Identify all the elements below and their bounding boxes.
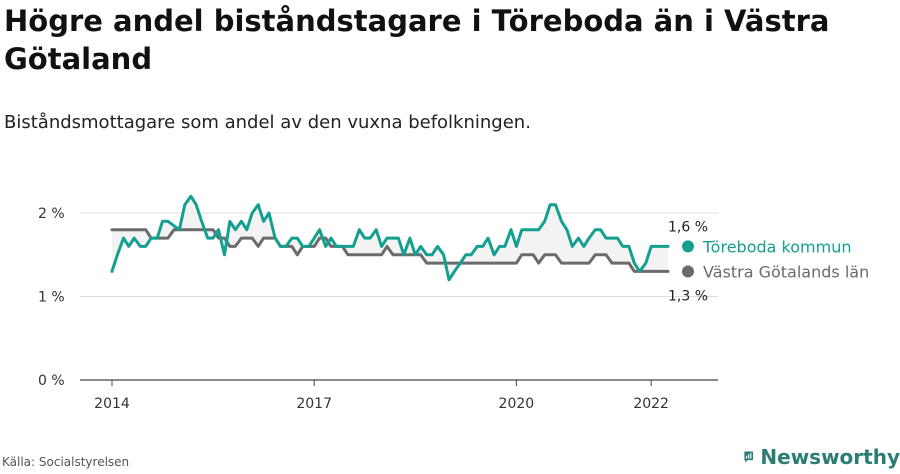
- series-label-vastra-gotaland: Västra Götalands län: [703, 262, 869, 281]
- x-tick-label: 2022: [633, 396, 669, 412]
- series-end-marker-toreboda: [682, 240, 694, 253]
- y-tick-label: 0 %: [38, 373, 65, 389]
- series-label-toreboda: Töreboda kommun: [702, 237, 851, 256]
- series-end-value-vastra-gotaland: 1,3 %: [668, 288, 708, 304]
- y-tick-label: 1 %: [38, 290, 65, 306]
- brand-name: Newsworthy: [760, 445, 900, 469]
- x-tick-label: 2014: [94, 396, 130, 412]
- source-note: Källa: Socialstyrelsen: [2, 455, 130, 469]
- newsworthy-logo-icon: [744, 451, 753, 463]
- series-end-value-toreboda: 1,6 %: [668, 219, 708, 235]
- x-tick-label: 2017: [296, 396, 332, 412]
- chart-title: Högre andel biståndstagare i Töreboda än…: [4, 4, 830, 76]
- x-tick-label: 2020: [499, 396, 535, 412]
- series-lines: [110, 194, 694, 282]
- newsworthy-logo: Newsworthy: [744, 441, 900, 473]
- y-tick-label: 2 %: [38, 206, 65, 222]
- series-labels: Västra Götalands län 1,3 % Töreboda kommun…: [668, 219, 869, 304]
- chart-subtitle: Biståndsmottagare som andel av den vuxna…: [4, 112, 531, 133]
- series-line-toreboda: [110, 194, 670, 282]
- series-end-marker-vastra-gotaland: [682, 265, 694, 278]
- x-axis: 2014 2017 2020 2022: [94, 380, 669, 412]
